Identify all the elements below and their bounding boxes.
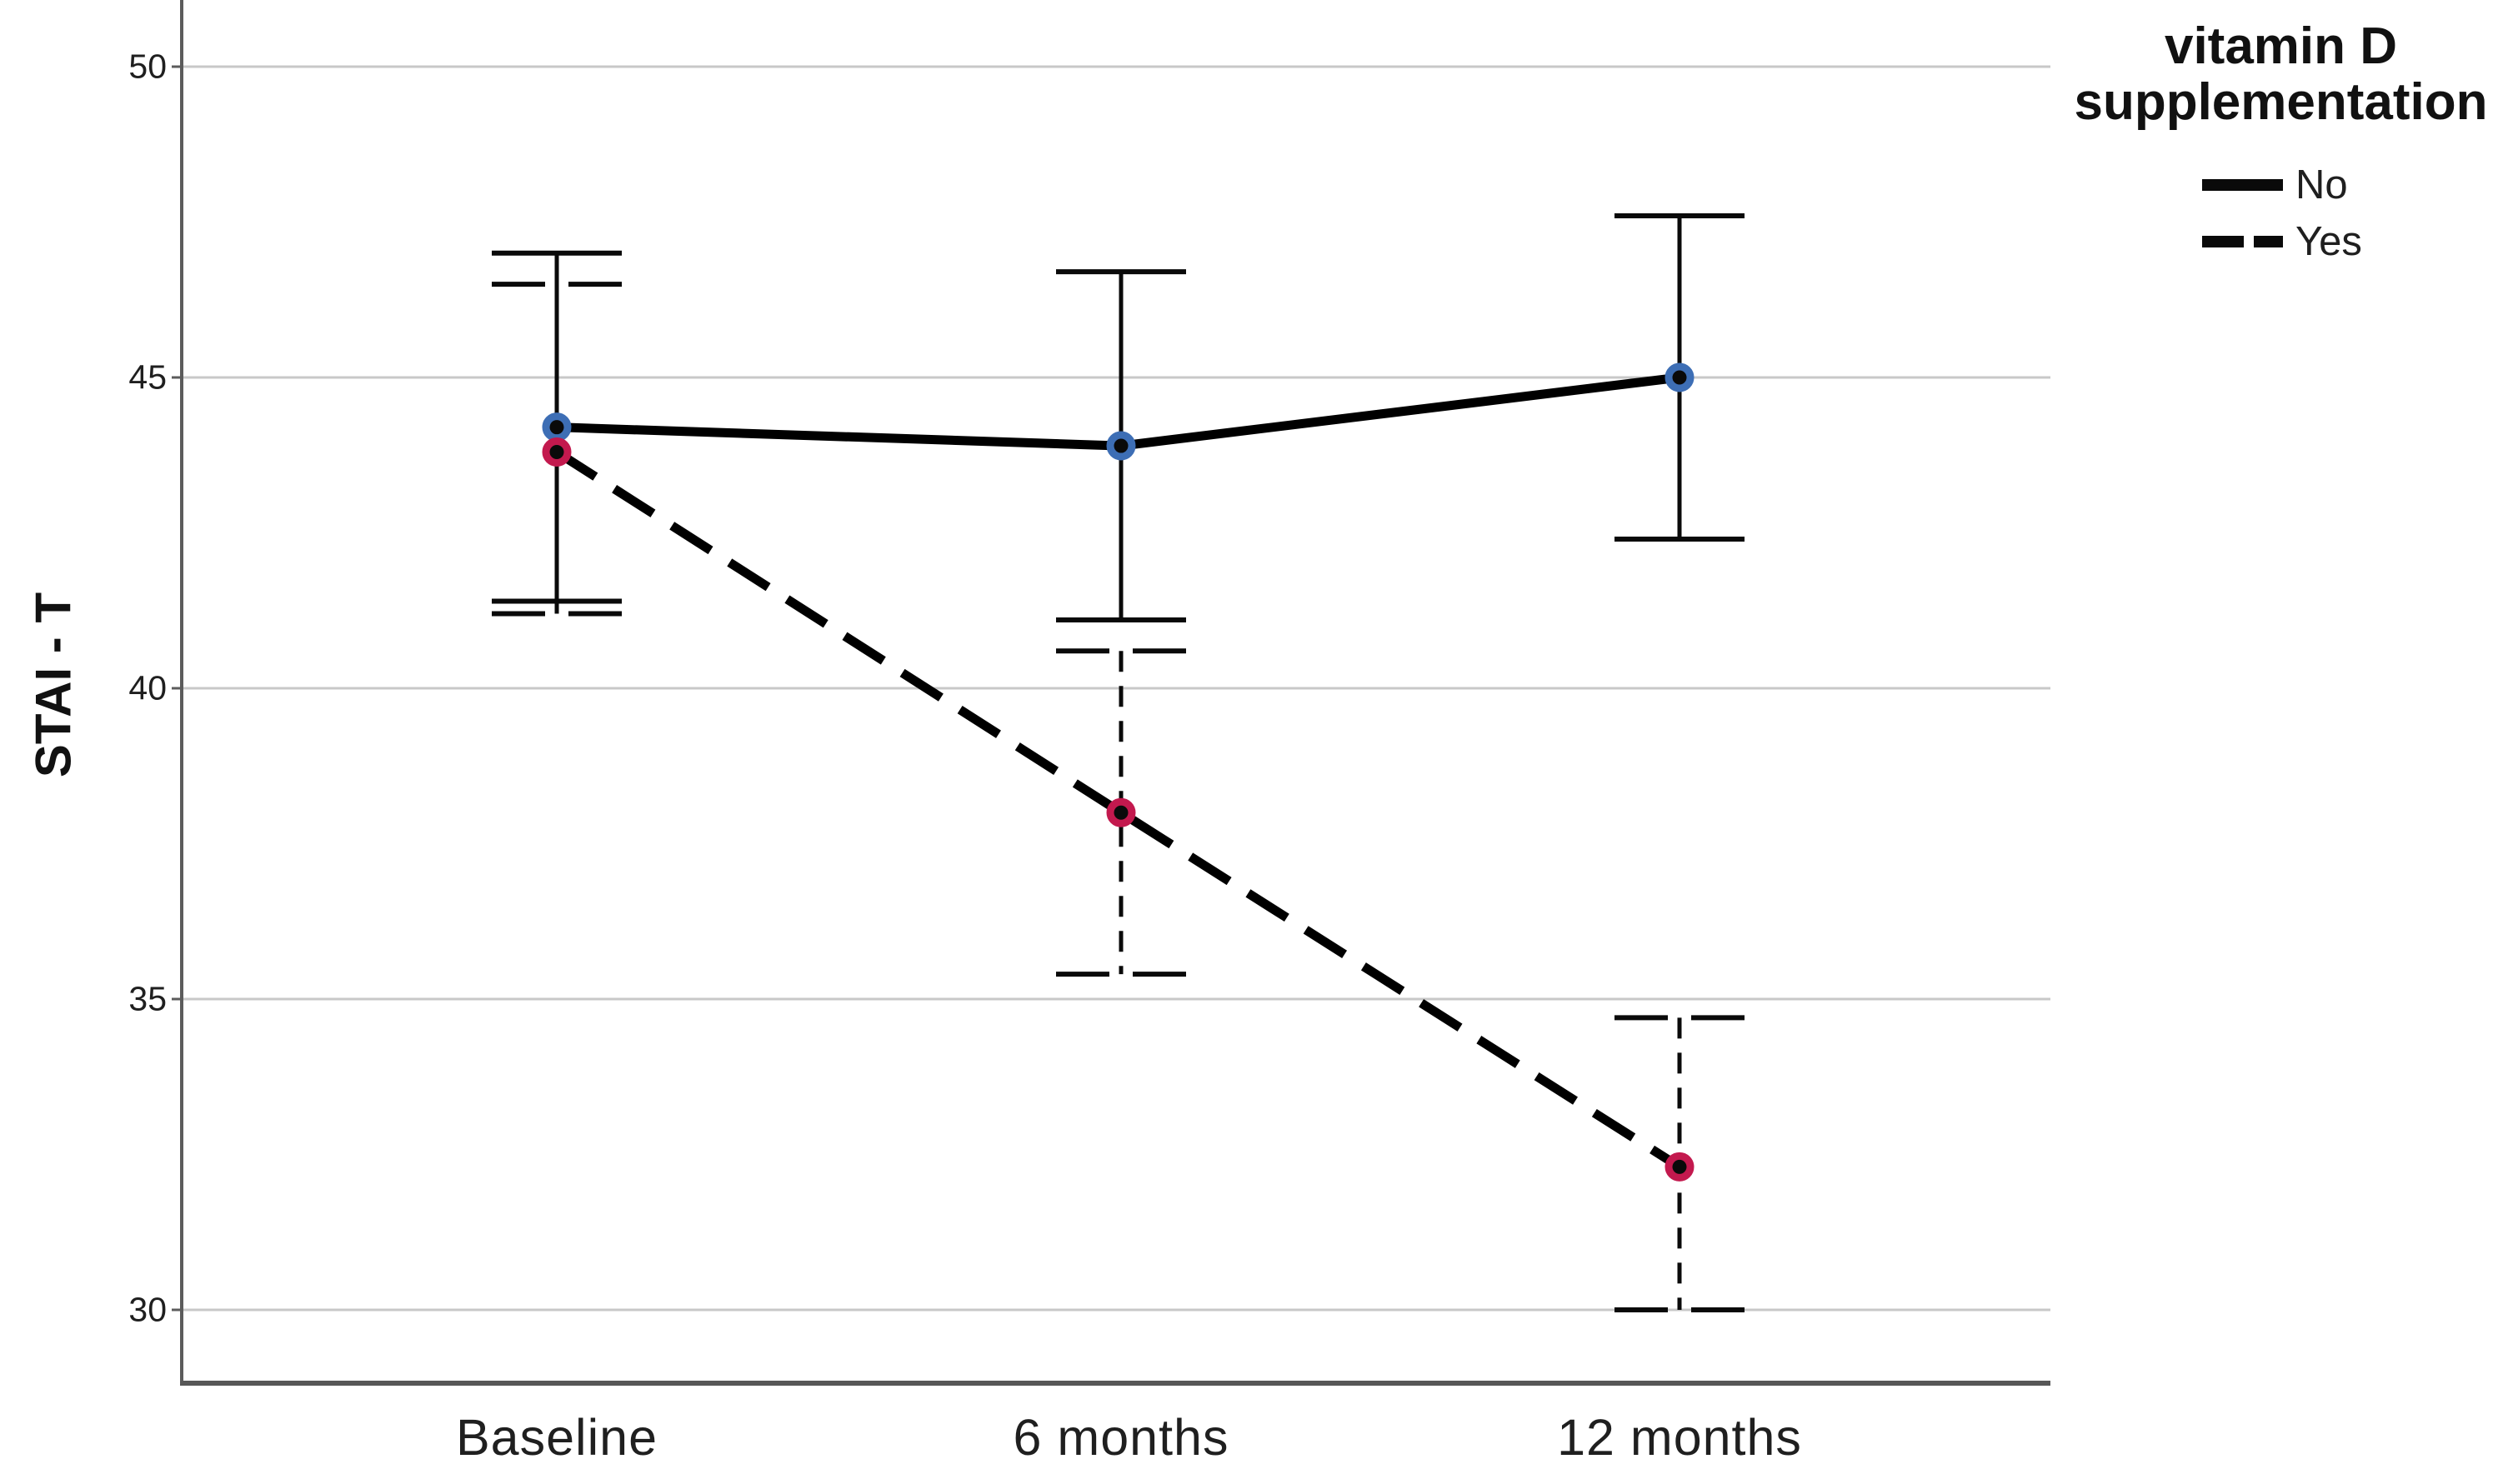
legend-item-label: No: [2295, 162, 2348, 207]
y-tick-label: 35: [128, 979, 167, 1018]
y-tick-label: 50: [128, 47, 167, 86]
marker-yes-1: [1106, 797, 1136, 827]
legend-item-no: No: [2202, 162, 2348, 207]
legend-title-line2: supplementation: [2074, 73, 2488, 131]
legend-item-label: Yes: [2295, 219, 2362, 264]
x-tick-label: 12 months: [1557, 1409, 1802, 1466]
legend-title-line1: vitamin D: [2164, 17, 2398, 75]
y-tick-label: 45: [128, 357, 167, 397]
y-tick-label: 30: [128, 1290, 167, 1329]
x-tick-label: 6 months: [1013, 1409, 1229, 1466]
marker-no-1: [1106, 431, 1136, 461]
x-tick-label: Baseline: [456, 1409, 658, 1466]
marker-yes-2: [1664, 1152, 1695, 1182]
marker-yes-0: [542, 437, 572, 467]
y-tick-label: 40: [128, 668, 167, 707]
solid-line-swatch: [2202, 179, 2283, 191]
legend-title: vitamin D supplementation: [2059, 18, 2503, 130]
legend-item-yes: Yes: [2202, 219, 2362, 264]
series-line-yes: [554, 447, 1682, 1172]
marker-no-2: [1664, 362, 1695, 392]
dashed-line-swatch: [2202, 236, 2283, 247]
marker-no-0: [542, 412, 572, 442]
